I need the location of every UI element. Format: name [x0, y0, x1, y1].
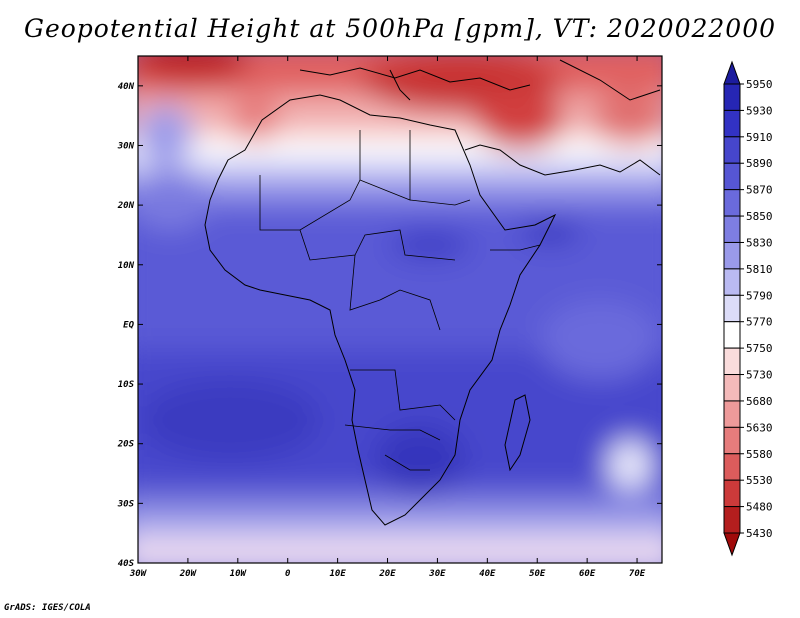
- x-tick-label: 0: [285, 569, 291, 579]
- colorbar-label: 5530: [746, 474, 773, 487]
- colorbar-swatch: [723, 83, 741, 111]
- colorbar-top-arrow: [723, 60, 741, 85]
- y-tick-label: 20S: [117, 440, 135, 450]
- x-tick-label: 50E: [529, 569, 546, 579]
- map-title: Geopotential Height at 500hPa [gpm], VT:…: [23, 14, 777, 43]
- y-tick-label: 10S: [118, 380, 135, 390]
- x-tick-label: 30W: [129, 569, 148, 579]
- colorbar-swatch: [723, 453, 741, 481]
- colorbar-swatch: [723, 136, 741, 164]
- y-tick-label: 40S: [118, 559, 135, 569]
- colorbar-label: 5580: [746, 448, 773, 461]
- colorbar-swatch: [723, 189, 741, 217]
- y-tick-label: EQ: [123, 320, 134, 330]
- colorbar-swatch: [723, 268, 741, 296]
- colorbar-swatch: [723, 321, 741, 349]
- plot-frame: [137, 55, 663, 564]
- colorbar-swatch: [723, 294, 741, 323]
- colorbar-swatch: [723, 506, 741, 534]
- colorbar-label: 5830: [746, 236, 773, 249]
- colorbar-swatch: [723, 426, 741, 455]
- coastlines: [204, 59, 661, 526]
- colorbar-swatch: [723, 241, 741, 270]
- colorbar-label: 5680: [746, 395, 773, 408]
- colorbar-swatch: [723, 215, 741, 243]
- colorbar-swatch: [723, 400, 741, 428]
- colorbar-label: 5810: [746, 263, 773, 276]
- y-tick-label: 20N: [117, 201, 135, 211]
- colorbar-swatch: [723, 162, 741, 191]
- field-shading: [138, 56, 662, 563]
- colorbar-swatch: [723, 109, 741, 138]
- colorbar-label: 5930: [746, 104, 773, 117]
- colorbar-label: 5630: [746, 421, 773, 434]
- colorbar-label: 5870: [746, 184, 773, 197]
- x-tick-label: 70E: [629, 569, 646, 579]
- colorbar-swatch: [723, 347, 741, 376]
- axis-ticks: 30W 20W 10W 0 10E 20E 30E 40E 50E 60E 70E 40N 30N 20N…: [117, 56, 662, 579]
- x-tick-label: 10W: [230, 569, 248, 579]
- grads-credit: GrADS: IGES/COLA: [4, 603, 91, 613]
- country-borders: [259, 130, 541, 471]
- colorbar-swatch: [723, 479, 741, 508]
- y-tick-label: 10N: [118, 261, 135, 271]
- x-tick-label: 40E: [479, 569, 496, 579]
- colorbar-label: 5750: [746, 342, 773, 355]
- x-tick-label: 10E: [329, 569, 346, 579]
- x-tick-label: 30E: [428, 569, 446, 579]
- colorbar-label: 5430: [746, 527, 773, 540]
- colorbar-label: 5480: [746, 501, 773, 514]
- colorbar-swatch: [723, 374, 741, 402]
- colorbar-label: 5850: [746, 210, 773, 223]
- y-tick-label: 30S: [117, 499, 135, 509]
- colorbar-label: 5910: [746, 131, 773, 144]
- x-tick-label: 20W: [179, 569, 198, 579]
- colorbar-label: 5790: [746, 289, 773, 302]
- colorbar-label: 5730: [746, 369, 773, 382]
- x-tick-label: 60E: [579, 569, 596, 579]
- y-tick-label: 40N: [118, 82, 135, 92]
- y-tick-label: 30N: [117, 141, 135, 151]
- colorbar-bottom-arrow: [723, 532, 741, 557]
- colorbar-label: 5950: [746, 78, 773, 91]
- colorbar-label: 5890: [746, 157, 773, 170]
- colorbar-label: 5770: [746, 316, 773, 329]
- x-tick-label: 20E: [378, 569, 396, 579]
